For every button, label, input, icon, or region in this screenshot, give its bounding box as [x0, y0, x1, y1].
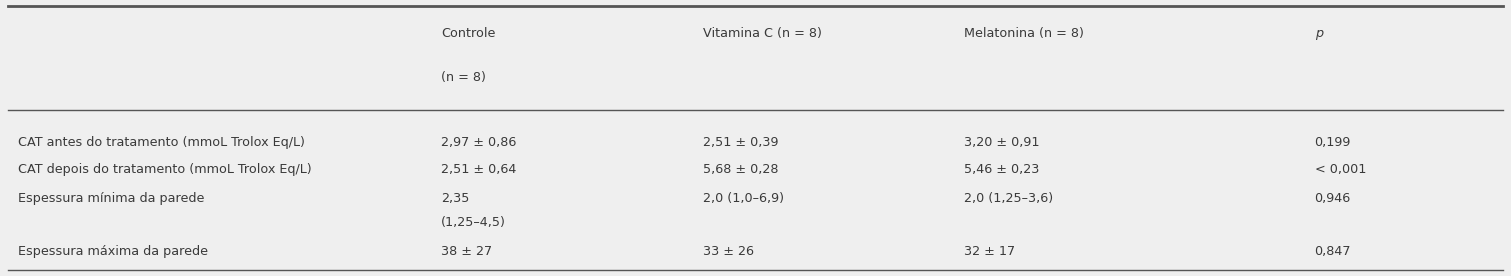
Text: 2,51 ± 0,39: 2,51 ± 0,39	[703, 136, 778, 149]
Text: Melatonina (n = 8): Melatonina (n = 8)	[964, 26, 1083, 40]
Text: 2,0 (1,0–6,9): 2,0 (1,0–6,9)	[703, 192, 784, 205]
Text: CAT antes do tratamento (mmoL Trolox Eq/L): CAT antes do tratamento (mmoL Trolox Eq/…	[18, 136, 305, 149]
Text: 33 ± 26: 33 ± 26	[703, 245, 754, 258]
Text: Espessura mínima da parede: Espessura mínima da parede	[18, 192, 204, 205]
Text: 3,20 ± 0,91: 3,20 ± 0,91	[964, 136, 1040, 149]
Text: 0,199: 0,199	[1315, 136, 1351, 149]
Text: 0,847: 0,847	[1315, 245, 1351, 258]
Text: 2,51 ± 0,64: 2,51 ± 0,64	[441, 163, 517, 176]
Text: 2,35: 2,35	[441, 192, 470, 205]
Text: Controle: Controle	[441, 26, 496, 40]
Text: 2,97 ± 0,86: 2,97 ± 0,86	[441, 136, 517, 149]
Text: 5,46 ± 0,23: 5,46 ± 0,23	[964, 163, 1040, 176]
Text: Espessura máxima da parede: Espessura máxima da parede	[18, 245, 209, 258]
Text: 5,68 ± 0,28: 5,68 ± 0,28	[703, 163, 778, 176]
Text: 2,0 (1,25–3,6): 2,0 (1,25–3,6)	[964, 192, 1053, 205]
Text: 38 ± 27: 38 ± 27	[441, 245, 493, 258]
Text: (1,25–4,5): (1,25–4,5)	[441, 216, 506, 229]
Text: < 0,001: < 0,001	[1315, 163, 1366, 176]
Text: 0,946: 0,946	[1315, 192, 1351, 205]
Text: CAT depois do tratamento (mmoL Trolox Eq/L): CAT depois do tratamento (mmoL Trolox Eq…	[18, 163, 311, 176]
Text: Vitamina C (n = 8): Vitamina C (n = 8)	[703, 26, 822, 40]
Text: (n = 8): (n = 8)	[441, 71, 487, 84]
Text: p: p	[1315, 26, 1322, 40]
Text: 32 ± 17: 32 ± 17	[964, 245, 1015, 258]
